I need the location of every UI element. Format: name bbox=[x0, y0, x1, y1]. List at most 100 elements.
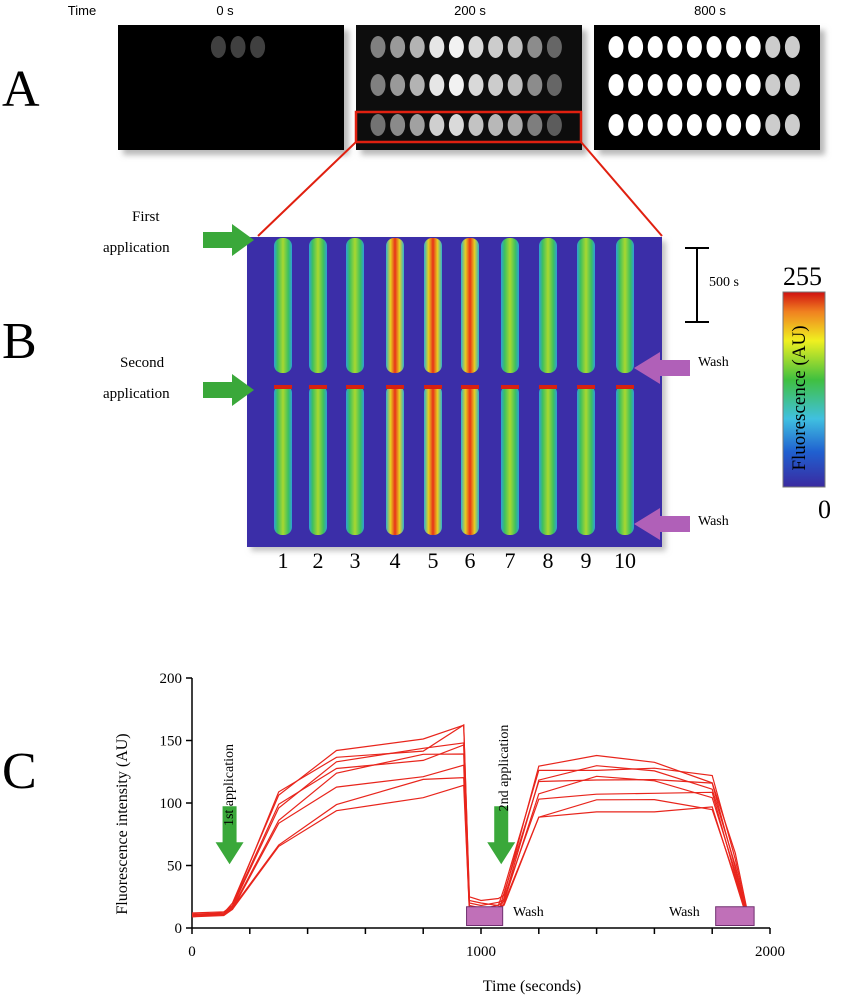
well-spot bbox=[608, 74, 624, 96]
wash-label-2: Wash bbox=[698, 514, 729, 529]
well-spot bbox=[429, 74, 445, 96]
frame-time-0: 0 s bbox=[216, 3, 234, 18]
second-application-arrow bbox=[203, 374, 254, 406]
wash-box-1 bbox=[466, 906, 504, 926]
lane-onset-band bbox=[346, 385, 364, 389]
panel-a-letter: A bbox=[2, 61, 40, 118]
well-spot bbox=[647, 114, 663, 136]
y-tick-label: 0 bbox=[175, 921, 183, 937]
trace-line bbox=[191, 742, 748, 918]
lane-strip-second bbox=[309, 385, 327, 535]
scale-bar bbox=[685, 247, 709, 323]
colorbar bbox=[782, 291, 826, 488]
wash-label-c1: Wash bbox=[513, 905, 544, 920]
well-spot bbox=[667, 114, 683, 136]
lane-onset-band bbox=[386, 385, 404, 389]
well-spot bbox=[429, 36, 445, 58]
lane-strip-second bbox=[577, 385, 595, 535]
chart-series bbox=[191, 723, 748, 919]
lane-onset-band bbox=[539, 385, 557, 389]
well-spot bbox=[706, 36, 722, 58]
lane-strip-first bbox=[386, 238, 404, 373]
well-spot bbox=[706, 114, 722, 136]
lane-strip-first bbox=[539, 238, 557, 373]
lane-strip-first bbox=[309, 238, 327, 373]
lane-strip-second bbox=[539, 385, 557, 535]
wash-label-c2: Wash bbox=[669, 905, 700, 920]
scale-bar-label: 500 s bbox=[709, 275, 739, 290]
well-spot bbox=[230, 36, 246, 58]
well-spot bbox=[409, 36, 425, 58]
lane-label: 6 bbox=[464, 548, 476, 573]
wash-arrow-2 bbox=[634, 508, 690, 540]
first-application-arrow-c bbox=[215, 806, 244, 865]
well-spot bbox=[250, 36, 266, 58]
frame-time-800: 800 s bbox=[694, 3, 726, 18]
colorbar-min: 0 bbox=[818, 495, 831, 524]
well-spot bbox=[468, 114, 484, 136]
well-spot bbox=[507, 74, 523, 96]
lane-onset-band bbox=[309, 385, 327, 389]
well-spot bbox=[546, 114, 562, 136]
y-tick-label: 150 bbox=[160, 734, 183, 750]
panel-b-kymograph bbox=[203, 224, 826, 547]
second-application-line2: application bbox=[103, 386, 170, 402]
well-spot bbox=[765, 74, 781, 96]
chart-ylabel: Fluorescence intensity (AU) bbox=[114, 733, 131, 915]
well-spot bbox=[706, 74, 722, 96]
selected-row-box bbox=[354, 110, 583, 144]
second-application-arrow-c bbox=[487, 806, 516, 865]
wash-arrow-1 bbox=[634, 352, 690, 384]
kymograph-lanes bbox=[274, 238, 634, 535]
well-spot bbox=[546, 36, 562, 58]
well-spot bbox=[527, 74, 543, 96]
panel-c-letter: C bbox=[2, 743, 37, 800]
well-spot bbox=[726, 74, 742, 96]
lane-onset-band bbox=[616, 385, 634, 389]
colorbar-max: 255 bbox=[783, 262, 822, 291]
lane-strip-second bbox=[346, 385, 364, 535]
first-application-arrow bbox=[203, 224, 254, 256]
well-spot bbox=[726, 114, 742, 136]
lane-strip-second bbox=[424, 385, 442, 535]
well-spot bbox=[647, 36, 663, 58]
y-tick-label: 50 bbox=[167, 859, 182, 875]
well-spot bbox=[784, 114, 800, 136]
zoom-line-left bbox=[257, 141, 357, 237]
y-tick-label: 100 bbox=[160, 796, 183, 812]
wash-box-2 bbox=[715, 906, 755, 926]
well-spot bbox=[726, 36, 742, 58]
wash-label-1: Wash bbox=[698, 355, 729, 370]
first-application-line1: First bbox=[132, 209, 160, 225]
lane-label: 7 bbox=[504, 548, 516, 573]
lane-label: 4 bbox=[389, 548, 401, 573]
lane-label: 2 bbox=[312, 548, 324, 573]
panel-b-letter: B bbox=[2, 313, 37, 370]
lane-strip-second bbox=[461, 385, 479, 535]
well-spot bbox=[765, 36, 781, 58]
frame-0s-wells bbox=[210, 36, 266, 58]
y-tick-label: 200 bbox=[160, 671, 183, 687]
well-spot bbox=[448, 114, 464, 136]
well-spot bbox=[527, 36, 543, 58]
lane-label: 8 bbox=[542, 548, 554, 573]
lane-label: 1 bbox=[277, 548, 289, 573]
well-spot bbox=[390, 114, 406, 136]
lane-strip-second bbox=[616, 385, 634, 535]
second-application-line1: Second bbox=[120, 355, 165, 371]
well-spot bbox=[628, 114, 644, 136]
well-spot bbox=[370, 114, 386, 136]
lane-strip-second bbox=[501, 385, 519, 535]
lane-onset-band bbox=[274, 385, 292, 389]
x-tick-label: 2000 bbox=[755, 944, 785, 960]
lane-strip-first bbox=[461, 238, 479, 373]
lane-label: 5 bbox=[427, 548, 439, 573]
panel-a-frames bbox=[118, 25, 820, 237]
well-spot bbox=[628, 36, 644, 58]
well-spot bbox=[468, 74, 484, 96]
well-spot bbox=[488, 36, 504, 58]
well-spot bbox=[370, 74, 386, 96]
well-spot bbox=[765, 114, 781, 136]
